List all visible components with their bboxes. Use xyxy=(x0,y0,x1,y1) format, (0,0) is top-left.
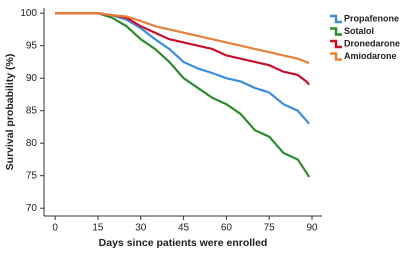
y-tick-label: 70 xyxy=(26,203,38,214)
legend-swatch xyxy=(330,52,342,61)
y-tick-label: 85 xyxy=(26,105,38,116)
legend-label: Sotalol xyxy=(344,26,374,36)
y-tick-label: 80 xyxy=(26,138,38,149)
y-tick-label: 75 xyxy=(26,170,38,181)
x-tick-label: 75 xyxy=(264,223,276,234)
survival-line xyxy=(55,12,311,178)
survival-line xyxy=(55,12,310,65)
x-tick-label: 90 xyxy=(306,223,318,234)
legend-label: Amiodarone xyxy=(344,51,397,61)
survival-line xyxy=(55,12,310,86)
x-tick-label: 15 xyxy=(92,223,104,234)
legend-label: Dronedarone xyxy=(344,38,400,48)
y-tick-label: 100 xyxy=(20,8,37,19)
legend-swatch xyxy=(330,27,342,36)
x-tick-label: 45 xyxy=(178,223,190,234)
legend-swatch xyxy=(330,39,342,49)
legend-swatch xyxy=(330,14,342,24)
y-tick-label: 95 xyxy=(26,40,38,51)
x-tick-label: 0 xyxy=(52,223,58,234)
y-axis-title: Survival probability (%) xyxy=(4,54,16,171)
survival-line xyxy=(55,12,310,125)
legend-label: Propafenone xyxy=(344,13,399,23)
x-tick-label: 60 xyxy=(221,223,233,234)
x-tick-label: 30 xyxy=(135,223,147,234)
y-tick-label: 90 xyxy=(26,73,38,84)
x-axis-title: Days since patients were enrolled xyxy=(99,237,268,249)
